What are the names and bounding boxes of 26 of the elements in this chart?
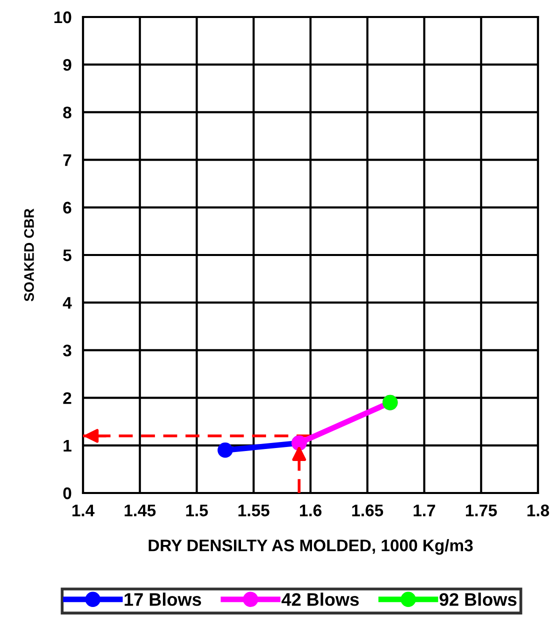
- y-tick-label: 7: [63, 154, 72, 166]
- x-tick-label: 1.6: [300, 504, 322, 516]
- x-tick-label: 1.4: [72, 504, 94, 516]
- y-tick-label: 0: [63, 487, 72, 500]
- y-tick-label: 10: [54, 11, 72, 24]
- y-tick-label: 1: [64, 440, 72, 452]
- point: [218, 442, 233, 458]
- y-axis-title: SOAKED CBR: [24, 208, 34, 302]
- x-tick-label: 1.7: [414, 504, 436, 516]
- y-tick-label: 8: [63, 106, 72, 118]
- x-tick-label: 1.45: [124, 504, 156, 516]
- x-tick-label: 1.8: [527, 504, 550, 516]
- y-tick-label: 6: [63, 202, 72, 214]
- y-tick-label: 5: [63, 250, 72, 262]
- y-tick-label: 2: [63, 392, 72, 404]
- legend-label: 17 Blows: [124, 592, 202, 606]
- x-tick-label: 1.55: [238, 504, 270, 516]
- x-tick-label: 1.75: [466, 504, 497, 516]
- legend-label: 42 Blows: [282, 592, 359, 606]
- y-tick-label: 4: [62, 297, 72, 309]
- x-axis-title: DRY DENSILTY AS MOLDED, 1000 Kg/m3: [148, 539, 473, 555]
- y-tick-label: 9: [63, 59, 72, 71]
- legend-label: 92 Blows: [440, 592, 516, 606]
- x-tick-label: 1.5: [186, 504, 208, 516]
- x-tick-label: 1.65: [352, 504, 384, 516]
- y-tick-label: 3: [63, 344, 72, 356]
